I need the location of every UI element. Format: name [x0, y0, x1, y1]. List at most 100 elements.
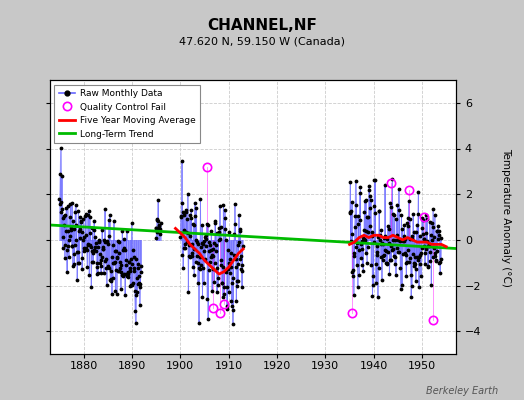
Point	[137, 263, 146, 270]
Point	[156, 226, 164, 232]
Point	[353, 240, 362, 246]
Point	[106, 276, 115, 283]
Point	[394, 248, 402, 255]
Point	[410, 229, 418, 235]
Point	[177, 200, 185, 206]
Point	[430, 244, 438, 251]
Point	[63, 202, 72, 209]
Point	[126, 265, 134, 272]
Point	[379, 241, 388, 248]
Point	[74, 248, 82, 255]
Point	[212, 248, 221, 254]
Point	[228, 321, 237, 328]
Point	[424, 263, 433, 269]
Point	[400, 222, 409, 228]
Point	[226, 250, 235, 256]
Point	[422, 246, 431, 252]
Point	[118, 228, 126, 235]
Point	[133, 275, 141, 281]
Point	[409, 260, 418, 266]
Point	[106, 212, 114, 218]
Point	[114, 268, 123, 275]
Point	[392, 232, 401, 238]
Point	[364, 228, 373, 235]
Point	[90, 218, 99, 225]
Point	[58, 206, 67, 212]
Point	[124, 271, 132, 277]
Point	[109, 242, 117, 248]
Point	[118, 246, 127, 253]
Point	[378, 240, 386, 247]
Point	[178, 252, 187, 258]
Point	[108, 254, 116, 260]
Point	[132, 320, 140, 326]
Point	[423, 216, 431, 222]
Point	[68, 242, 77, 249]
Point	[126, 283, 135, 290]
Point	[362, 228, 370, 234]
Point	[197, 244, 205, 250]
Point	[109, 260, 117, 266]
Point	[363, 260, 371, 266]
Point	[89, 259, 97, 266]
Point	[79, 216, 88, 222]
Point	[429, 206, 437, 212]
Point	[134, 281, 143, 288]
Point	[101, 257, 110, 264]
Point	[370, 203, 378, 210]
Point	[199, 241, 207, 247]
Point	[238, 284, 246, 290]
Point	[383, 260, 391, 267]
Point	[189, 246, 198, 252]
Point	[427, 258, 435, 264]
Point	[119, 271, 128, 277]
Point	[68, 242, 76, 249]
Point	[85, 208, 93, 214]
Point	[124, 268, 133, 275]
Point	[209, 246, 217, 252]
Point	[365, 222, 374, 229]
Point	[432, 256, 440, 263]
Point	[364, 244, 372, 250]
Point	[398, 282, 406, 288]
Point	[402, 260, 410, 266]
Point	[188, 250, 196, 256]
Point	[184, 230, 192, 236]
Point	[73, 249, 81, 255]
Point	[203, 296, 212, 302]
Point	[435, 260, 443, 266]
Point	[106, 277, 114, 283]
Point	[216, 236, 224, 243]
Point	[215, 225, 224, 231]
Point	[99, 246, 107, 252]
Point	[373, 252, 381, 258]
Point	[208, 288, 216, 294]
Point	[414, 188, 422, 195]
Point	[82, 232, 91, 239]
Point	[99, 244, 107, 250]
Point	[72, 222, 80, 228]
Point	[231, 200, 239, 207]
Point	[346, 210, 354, 216]
Point	[223, 306, 231, 312]
Point	[406, 255, 414, 262]
Point	[412, 229, 421, 236]
Point	[345, 209, 354, 216]
Point	[198, 222, 206, 228]
Point	[134, 265, 142, 271]
Point	[414, 284, 423, 290]
Point	[362, 197, 370, 203]
Point	[57, 145, 65, 151]
Point	[348, 268, 356, 275]
Point	[198, 293, 206, 300]
Point	[394, 202, 402, 208]
Point	[213, 289, 221, 295]
Point	[370, 176, 379, 183]
Point	[234, 242, 243, 248]
Point	[399, 238, 407, 244]
Point	[92, 248, 100, 254]
Point	[377, 227, 386, 233]
Point	[84, 212, 92, 218]
Point	[118, 272, 126, 278]
Point	[347, 208, 355, 214]
